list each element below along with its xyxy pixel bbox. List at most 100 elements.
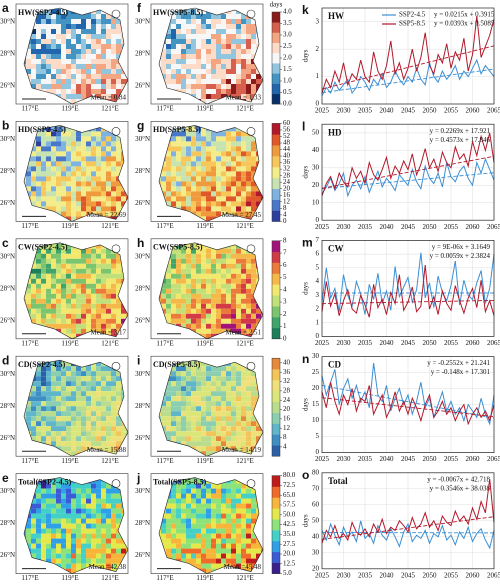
map-cell: [41, 79, 46, 84]
map-x-label: 117°E: [21, 457, 38, 465]
map-cell: [216, 376, 221, 382]
map-cell: [176, 69, 181, 74]
map-cell: [201, 156, 206, 162]
map-cell: [51, 171, 56, 177]
map-cell: [171, 248, 176, 254]
colorbar-segment: [272, 63, 280, 74]
map-cell: [246, 39, 251, 44]
map-cell: [191, 89, 196, 94]
map-cell: [91, 553, 96, 559]
map-cell: [226, 503, 231, 509]
map-cell: [116, 318, 121, 324]
colorbar-segment: [272, 134, 280, 146]
map-cell: [186, 146, 191, 152]
map-cell: [181, 131, 186, 137]
map-cell: [226, 131, 231, 137]
map-cell: [231, 293, 236, 299]
series-line: [321, 157, 495, 198]
map-cell: [41, 54, 46, 59]
map-cell: [61, 273, 66, 279]
map-cell: [181, 288, 186, 294]
map-cell: [221, 426, 226, 432]
map-cell: [236, 196, 241, 202]
map-cell: [171, 308, 176, 314]
map-cell: [101, 538, 106, 544]
map-cell: [66, 156, 71, 162]
map-cell: [181, 483, 186, 489]
map-cell: [81, 84, 86, 89]
map-cell: [211, 288, 216, 294]
map-y-label: 30°N: [135, 252, 150, 260]
map-cell: [111, 166, 116, 172]
map-cell: [96, 126, 101, 132]
map-cell: [216, 253, 221, 259]
map-cell: [176, 543, 181, 549]
map-cell: [201, 288, 206, 294]
map-cell: [226, 483, 231, 489]
map-cell: [206, 79, 211, 84]
map-cell: [66, 69, 71, 74]
map-cell: [51, 263, 56, 269]
colorbar-segment: [272, 156, 280, 168]
map-cell: [51, 283, 56, 289]
map-cell: [51, 14, 56, 19]
map-cell: [56, 273, 61, 279]
map-cell: [236, 303, 241, 309]
map-cell: [251, 49, 256, 54]
map-cell: [46, 318, 51, 324]
map-cell: [176, 371, 181, 377]
map-cell: [71, 568, 76, 574]
map-cell: [76, 376, 81, 382]
map-cell: [231, 436, 236, 442]
map-cell: [196, 553, 201, 559]
map-cell: [46, 191, 51, 197]
map-cell: [181, 258, 186, 264]
map-cell: [201, 89, 206, 94]
map-cell: [226, 548, 231, 554]
map-cell: [221, 161, 226, 167]
map-cell: [71, 416, 76, 422]
map-cell: [116, 553, 121, 559]
map-cell: [226, 523, 231, 529]
map-cell: [196, 146, 201, 152]
map-cell: [51, 416, 56, 422]
map-cell: [111, 528, 116, 534]
map-cell: [36, 483, 41, 489]
map-cell: [81, 396, 86, 402]
colorbar-segment: [272, 83, 280, 95]
map-cell: [91, 64, 96, 69]
map-cell: [51, 84, 56, 89]
map-cell: [101, 39, 106, 44]
map-cell: [61, 548, 66, 554]
map-cell: [106, 201, 111, 207]
map-cell: [101, 376, 106, 382]
map-cell: [116, 431, 121, 437]
map-x-label: 121°E: [101, 574, 119, 582]
x-tick-label: 2025: [315, 223, 330, 231]
map-cell: [251, 141, 256, 147]
map-cell: [241, 39, 246, 44]
map-cell: [61, 376, 66, 382]
map-cell: [241, 186, 246, 192]
map-cell: [191, 371, 196, 377]
y-tick-label: 1: [316, 72, 320, 80]
map-cell: [81, 171, 86, 177]
map-cell: [216, 79, 221, 84]
map-cell: [61, 563, 66, 569]
map-cell: [101, 176, 106, 182]
map-cell: [86, 39, 91, 44]
map-cell: [181, 478, 186, 484]
map-cell: [86, 181, 91, 187]
map-cell: [91, 89, 96, 94]
map-cell: [241, 558, 246, 564]
map-cell: [211, 318, 216, 324]
map-cell: [191, 366, 196, 372]
map-cell: [191, 44, 196, 49]
map-cell: [191, 201, 196, 207]
map-cell: [186, 361, 191, 367]
map-cell: [96, 488, 101, 494]
panel-letter: a: [2, 1, 9, 15]
map-cell: [56, 54, 61, 59]
map-y-label: 30°N: [0, 370, 15, 378]
map-cell: [226, 421, 231, 427]
